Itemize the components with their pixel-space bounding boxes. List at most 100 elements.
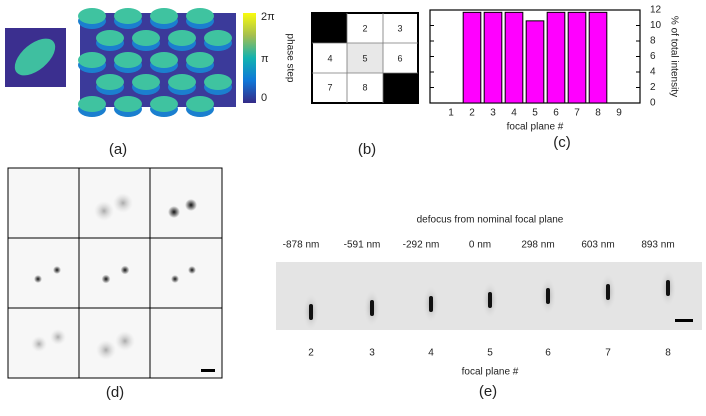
defocus-label: 603 nm [581, 240, 614, 251]
x-axis-label: focal plane # [462, 367, 519, 378]
pillar-top [150, 8, 178, 24]
y-tick-label: 8 [650, 36, 656, 47]
x-tick-label: 8 [595, 108, 601, 119]
plane-label: 6 [545, 348, 551, 359]
x-tick-label: 4 [511, 108, 517, 119]
plane-label: 4 [428, 348, 434, 359]
cell-label: 6 [397, 53, 402, 63]
pillar-top [96, 30, 124, 46]
x-tick-label: 6 [553, 108, 559, 119]
psf-spot [120, 265, 130, 275]
cell-label: 5 [362, 53, 367, 63]
y-tick-label: 12 [650, 5, 662, 16]
bar [504, 11, 524, 104]
x-tick-label: 9 [616, 108, 622, 119]
panel-d: (d) [7, 167, 223, 401]
psf-core [429, 296, 433, 312]
plane-label: 7 [605, 348, 611, 359]
plane-label: 5 [487, 348, 493, 359]
x-tick-label: 3 [490, 108, 496, 119]
psf-core [488, 292, 492, 308]
cell-label: 8 [362, 82, 367, 92]
panel-c: (c) 0 2 4 6 8 10 12 % of total intensity focal p… [429, 5, 679, 151]
cell-label: 7 [327, 82, 332, 92]
y-tick-label: 10 [650, 20, 662, 31]
panel-label: (c) [553, 134, 571, 151]
pillar-top [204, 74, 232, 90]
psf-core [666, 280, 670, 296]
psf-spot [53, 266, 61, 274]
defocus-label: -878 nm [283, 240, 320, 251]
pillar-top [186, 96, 214, 112]
defocus-label: -591 nm [344, 240, 381, 251]
x-tick-label: 1 [448, 108, 454, 119]
psf-spot [31, 336, 47, 352]
psf-spot [168, 206, 180, 218]
y-tick-label: 6 [650, 51, 656, 62]
colorbar-title: phase step [284, 34, 295, 83]
panel-a: 2π π 0 phase step (a) [5, 8, 295, 158]
defocus-label: -292 nm [403, 240, 440, 251]
psf-core [606, 284, 610, 300]
psf-spot [171, 275, 179, 283]
colorbar-tick: 0 [261, 92, 267, 104]
cell-label: 3 [397, 23, 402, 33]
scale-bar [675, 319, 693, 322]
y-tick-label: 0 [650, 98, 656, 109]
center-cell [347, 43, 383, 73]
psf-spot [34, 275, 42, 283]
panel-b: 2 3 4 5 6 7 8 (b) [311, 12, 419, 158]
pillar-top [78, 96, 106, 112]
bar [588, 11, 608, 104]
psf-core [370, 300, 374, 316]
pillar-top [96, 74, 124, 90]
colorbar [243, 13, 256, 103]
psf-spot [185, 199, 197, 211]
blocked-cell [383, 73, 417, 102]
pillar-top [168, 74, 196, 90]
pillar-top [132, 30, 160, 46]
bar [462, 11, 482, 104]
pillar-top [78, 52, 106, 68]
x-axis-label: focal plane # [507, 122, 564, 133]
pillar-top [114, 96, 142, 112]
x-tick-label: 7 [574, 108, 580, 119]
blocked-cell [313, 14, 347, 43]
panel-title: defocus from nominal focal plane [417, 215, 564, 226]
pillar-top [186, 52, 214, 68]
psf-spot [96, 340, 116, 360]
y-axis-label: % of total intensity [668, 16, 679, 97]
x-tick-label: 2 [469, 108, 475, 119]
pillar-top [204, 30, 232, 46]
panel-label: (d) [106, 384, 124, 401]
psf-spot [115, 331, 135, 351]
psf-spot [101, 274, 111, 284]
psf-spot [113, 193, 133, 213]
pillars [78, 8, 232, 117]
pillar-top [114, 52, 142, 68]
cell-label: 4 [327, 53, 332, 63]
panel-label: (a) [109, 141, 127, 158]
panel-label: (b) [358, 141, 376, 158]
defocus-label: 893 nm [641, 240, 674, 251]
defocus-label: 298 nm [521, 240, 554, 251]
cell-label: 2 [362, 23, 367, 33]
panel-label: (e) [479, 383, 497, 400]
bar [567, 11, 587, 104]
plane-label: 2 [308, 348, 314, 359]
x-tick-label: 5 [532, 108, 538, 119]
defocus-label: 0 nm [469, 240, 491, 251]
aperture-ellipse [14, 38, 56, 76]
bar [525, 20, 545, 104]
panel-e: defocus from nominal focal plane focal p… [276, 215, 702, 400]
colorbar-tick: 2π [261, 11, 275, 23]
pillar-top [78, 8, 106, 24]
colorbar-tick: π [261, 53, 269, 65]
pillar-top [150, 96, 178, 112]
pillar-top [186, 8, 214, 24]
psf-spot [94, 201, 114, 221]
psf-core [546, 288, 550, 304]
y-tick-label: 4 [650, 67, 656, 78]
pillar-top [132, 74, 160, 90]
